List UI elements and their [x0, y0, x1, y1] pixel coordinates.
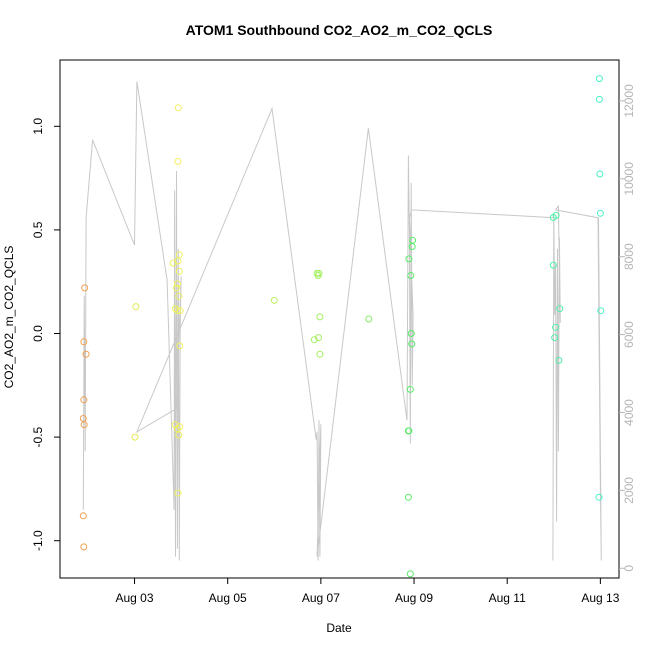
data-point	[174, 158, 182, 165]
y-tick-label: 0.0	[31, 325, 45, 342]
data-point	[175, 431, 183, 439]
data-point	[173, 280, 181, 288]
data-point	[80, 338, 88, 346]
data-point	[173, 284, 180, 292]
data-point	[405, 255, 413, 263]
data-point	[131, 433, 139, 441]
data-point	[551, 334, 559, 342]
line-series-0	[82, 81, 602, 561]
data-point	[555, 356, 563, 364]
x-tick-label: Aug 11	[489, 591, 526, 605]
data-point	[270, 296, 278, 304]
data-point	[596, 209, 604, 217]
data-point-layer	[79, 75, 605, 578]
x-tick-label: Aug 13	[581, 591, 619, 605]
data-point	[176, 307, 184, 315]
y2-tick-label: 8000	[622, 243, 636, 270]
data-point	[552, 211, 560, 219]
data-point	[407, 330, 415, 337]
data-point	[316, 313, 324, 321]
data-point	[310, 336, 318, 344]
data-point	[173, 307, 181, 315]
plot-frame	[59, 59, 620, 579]
x-axis: Aug 03 Aug 05 Aug 07 Aug 09 Aug 11 Aug 13	[116, 578, 620, 605]
data-point	[408, 243, 416, 250]
data-point	[174, 104, 182, 112]
data-point	[171, 421, 179, 429]
x-axis-label: Date	[326, 621, 352, 635]
y-tick-label: -0.5	[31, 426, 45, 447]
data-point	[552, 323, 560, 331]
chart-title: ATOM1 Southbound CO2_AO2_m_CO2_QCLS	[186, 22, 493, 38]
y2-tick-label: 4000	[622, 399, 636, 426]
x-tick-label: Aug 03	[116, 591, 154, 605]
y2-tick-label: 6000	[622, 321, 636, 348]
y-tick-label: -1.0	[31, 530, 45, 551]
x-tick-label: Aug 05	[209, 591, 247, 605]
data-point	[365, 315, 373, 323]
y2-tick-label: 2000	[622, 477, 636, 504]
data-point	[408, 340, 416, 348]
data-point	[176, 423, 184, 431]
data-point	[80, 396, 88, 404]
y2-tick-label: 12000	[622, 84, 636, 118]
data-point	[406, 385, 414, 393]
data-point	[595, 75, 603, 83]
data-point	[174, 489, 182, 497]
y-axis-label: CO2_AO2_m_CO2_QCLS	[2, 246, 16, 389]
data-point	[80, 543, 88, 551]
data-point	[174, 257, 182, 265]
data-point	[314, 272, 322, 279]
y-tick-label: 0.5	[31, 221, 45, 238]
y-tick-label: 1.0	[31, 118, 45, 135]
data-line-layer	[82, 81, 602, 561]
y2-tick-label: 0	[622, 565, 636, 572]
data-point	[556, 305, 564, 313]
data-point	[595, 95, 603, 103]
data-point	[175, 267, 183, 275]
data-point	[176, 342, 184, 350]
x-tick-label: Aug 07	[302, 591, 340, 605]
data-point	[80, 421, 88, 429]
data-point	[549, 261, 557, 269]
data-point	[405, 427, 413, 435]
y-axis-right: 0 2000 4000 6000 8000 10000 12000	[619, 84, 636, 572]
data-point	[597, 307, 605, 315]
data-point	[81, 284, 89, 292]
data-point	[407, 272, 415, 279]
data-point	[315, 334, 322, 342]
y2-tick-label: 10000	[622, 162, 636, 196]
x-tick-label: Aug 09	[395, 591, 433, 605]
y-axis-left: -1.0 -0.5 0.0 0.5 1.0	[31, 118, 60, 551]
data-point	[79, 512, 87, 520]
data-point	[404, 493, 412, 501]
data-point	[596, 170, 604, 178]
data-point	[175, 292, 183, 300]
data-point	[406, 570, 414, 578]
data-point	[595, 493, 603, 501]
data-point	[132, 303, 140, 311]
data-point	[82, 350, 90, 358]
data-point	[316, 350, 324, 358]
